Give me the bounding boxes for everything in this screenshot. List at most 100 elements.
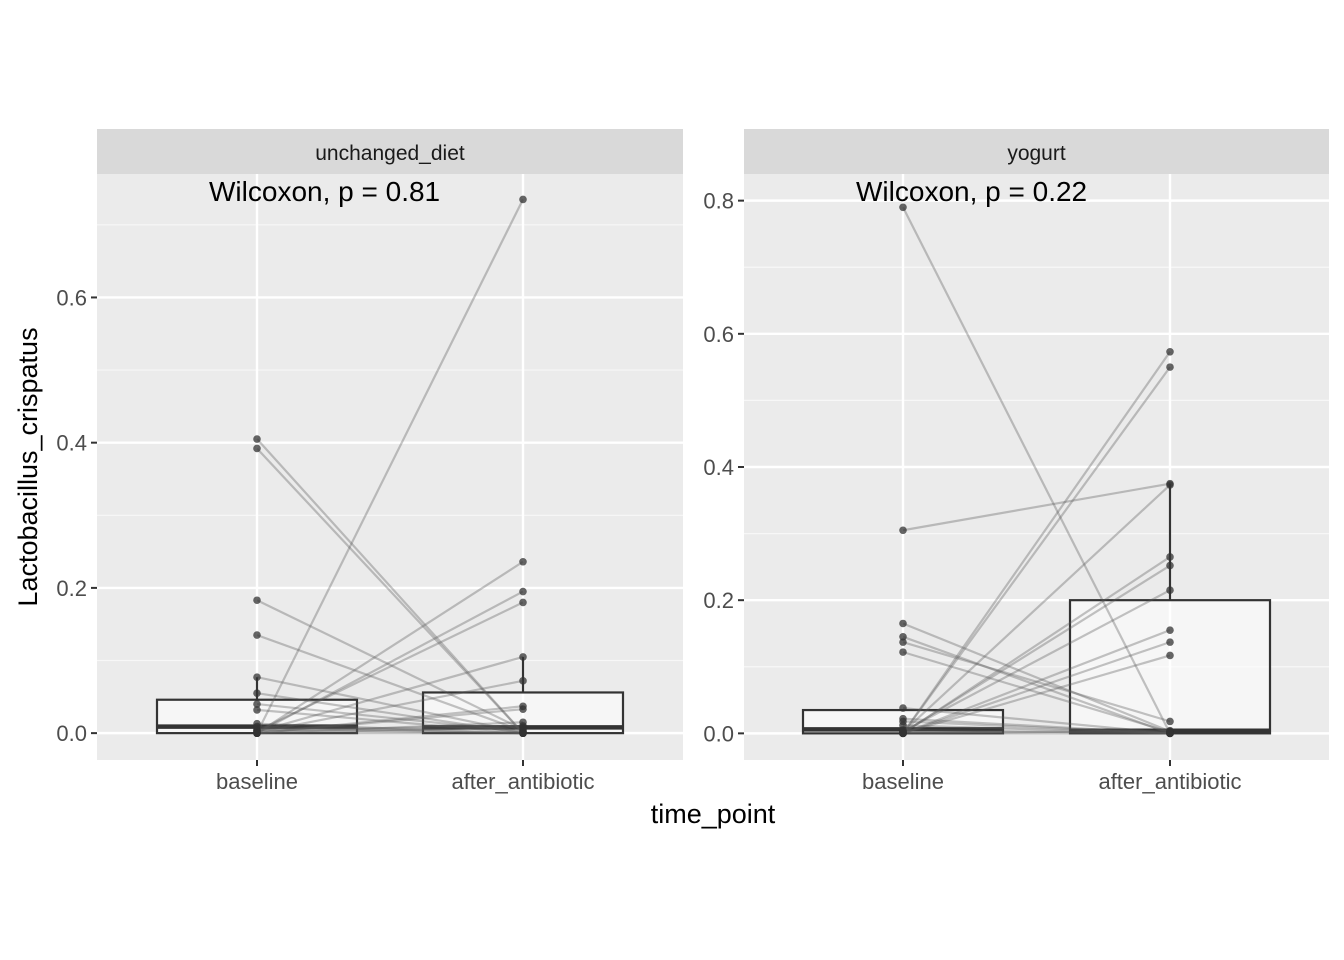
panel-background [97,174,683,760]
pair-line [256,560,524,735]
pair-line [902,651,1171,734]
data-point [1166,586,1174,594]
data-point [253,596,261,605]
y-tick-label: 0.6 [56,285,87,310]
data-point [1166,626,1174,634]
pair-line [256,198,524,734]
pair-line [902,366,1171,735]
pair-line [902,728,1171,735]
data-point [253,729,261,737]
pair-line [256,590,524,735]
pair-line [902,351,1171,734]
pair-line [902,206,1171,734]
pair-line [256,724,524,732]
wilcoxon-annotation: Wilcoxon, p = 0.22 [856,176,1087,207]
data-point [519,557,527,566]
pair-line [256,721,524,735]
y-tick-label: 0.6 [703,322,734,347]
pair-line [902,564,1171,734]
pair-line [902,629,1171,735]
data-point [899,704,907,712]
y-tick-label: 0.2 [703,588,734,613]
pair-line [256,726,524,735]
pair-line [256,705,524,735]
data-point [519,723,527,732]
pair-line [256,438,524,734]
pair-line [256,655,524,733]
pair-line [902,641,1171,735]
data-point [1166,481,1174,489]
pair-line [902,635,1171,735]
facet-strip [744,129,1329,174]
pair-line [256,722,524,735]
pair-line [902,641,1171,723]
data-point [253,631,261,639]
pair-line [902,484,1171,733]
pair-line [256,679,524,734]
data-point [899,638,907,646]
data-point [519,729,527,737]
x-axis-title: time_point [651,799,776,829]
data-point [1166,651,1174,660]
data-point [253,673,261,682]
panel-yogurt: yogurt 0.0 0.2 0.4 0.6 0.8 baseline after_antib… [703,129,1329,794]
data-point [519,705,527,713]
data-point [519,653,527,661]
data-point [519,677,527,685]
pair-line [256,702,524,733]
data-point [253,706,261,714]
pair-line [256,634,524,732]
pair-line [256,708,524,735]
pair-line [902,729,1171,735]
pair-line [902,622,1171,733]
y-tick-label: 0.0 [703,721,734,746]
data-point [519,587,527,596]
pair-line [256,725,524,735]
pair-line [902,589,1171,733]
x-tick-label: after_antibiotic [1098,769,1241,794]
pair-line [902,555,1171,735]
pair-line [902,482,1171,532]
y-tick-label: 0.2 [56,576,87,601]
x-tick-label: baseline [862,769,944,794]
pair-line [256,599,524,731]
data-point [899,203,907,212]
data-point [253,435,261,443]
data-point [253,444,261,453]
y-tick-label: 0.4 [56,431,87,456]
data-point [1166,638,1174,646]
y-tick-label: 0.0 [56,721,87,746]
data-point [899,648,907,656]
pair-line [902,720,1171,735]
pair-line [902,706,1171,735]
y-tick-label: 0.4 [703,455,734,480]
x-tick-label: after_antibiotic [451,769,594,794]
data-point [1166,363,1174,371]
facet-strip-label: unchanged_diet [315,142,465,165]
data-point [519,195,527,204]
panel-unchanged-diet: unchanged_diet 0.0 0.2 0.4 0.6 baseline after_… [56,129,683,794]
data-point [519,598,527,607]
data-point [1166,347,1174,356]
x-tick-label: baseline [216,769,298,794]
y-tick-label: 0.8 [703,189,734,214]
data-point [899,729,907,738]
data-point [1166,561,1174,570]
pair-line [256,708,524,735]
data-point [1166,729,1174,738]
wilcoxon-annotation: Wilcoxon, p = 0.81 [209,176,440,207]
data-point [899,526,907,535]
facet-strip [97,129,683,174]
data-point [1166,553,1174,561]
data-point [253,700,261,708]
pair-line [256,676,524,734]
data-point [899,633,907,641]
pair-line [256,692,524,735]
pair-line [256,447,524,734]
data-point [253,689,261,697]
data-point [1166,717,1174,726]
pair-line [256,728,524,735]
pair-line [902,654,1171,735]
pair-line [902,717,1171,735]
